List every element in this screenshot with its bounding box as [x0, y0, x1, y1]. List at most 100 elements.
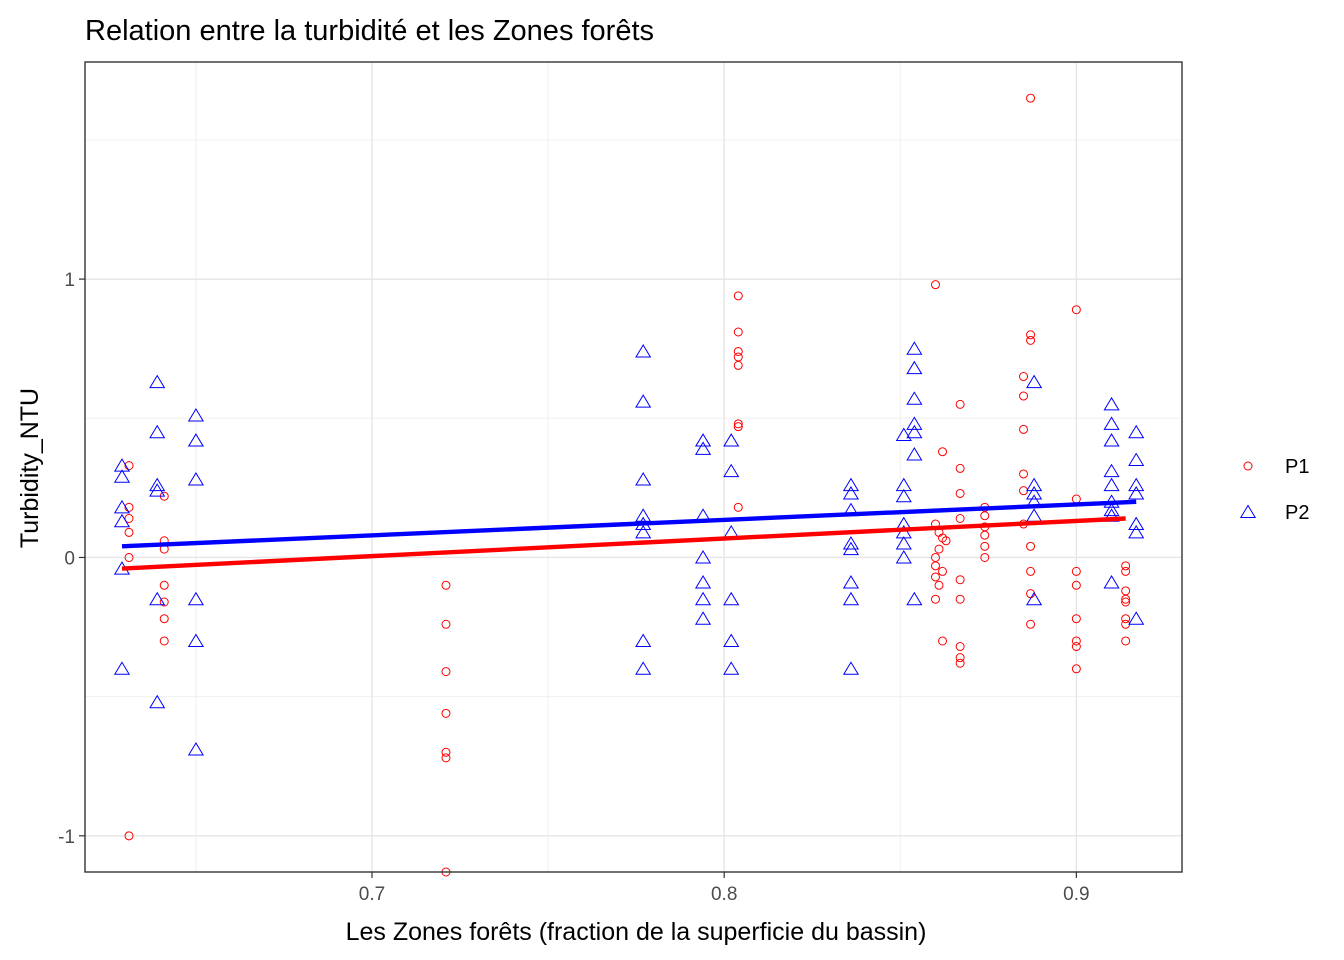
point-p1	[955, 575, 965, 585]
point-p2	[113, 513, 131, 528]
point-p1	[934, 544, 944, 554]
legend-key-p2	[1239, 504, 1257, 518]
point-p2	[635, 661, 652, 675]
legend-item-p1: P1	[1243, 456, 1309, 478]
point-p2	[1026, 477, 1043, 492]
point-p2	[635, 344, 652, 358]
point-p1	[124, 513, 134, 523]
point-p1	[441, 619, 451, 629]
point-p1	[733, 419, 743, 429]
point-p2	[149, 591, 166, 606]
point-p1	[1121, 566, 1131, 576]
point-p2	[635, 524, 652, 539]
point-p1	[930, 594, 940, 604]
point-p1	[1019, 391, 1029, 401]
point-p1	[124, 831, 134, 841]
x-axis-title: Les Zones forêts (fraction de la superfi…	[346, 918, 927, 946]
point-p2	[149, 477, 166, 492]
point-p2	[1026, 591, 1043, 606]
point-p2	[723, 633, 740, 647]
point-p1	[1121, 636, 1131, 646]
point-p1	[930, 280, 940, 290]
point-p2	[906, 341, 923, 355]
point-p2	[694, 591, 712, 606]
point-p1	[941, 536, 951, 546]
point-p1	[1071, 636, 1081, 646]
legend-label: P1	[1285, 456, 1309, 478]
y-axis-title: Turbidity_NTU	[16, 388, 44, 548]
trend-line-p2	[121, 499, 1137, 549]
point-p1	[934, 580, 944, 590]
point-p1	[1071, 642, 1081, 652]
point-p1	[441, 747, 451, 757]
point-p1	[1019, 469, 1029, 479]
point-p2	[149, 483, 166, 497]
point-p2	[694, 575, 712, 589]
point-p2	[842, 485, 860, 500]
point-p1	[955, 658, 965, 668]
point-p1	[1121, 594, 1131, 604]
point-p1	[441, 667, 451, 677]
point-p2	[635, 508, 652, 522]
point-p2	[842, 536, 860, 550]
plot-area	[84, 61, 1183, 877]
point-p2	[1026, 374, 1043, 389]
point-p1	[1026, 335, 1036, 345]
point-p1	[955, 513, 965, 523]
legend-key-p1	[1243, 461, 1253, 471]
point-p1	[1071, 614, 1081, 624]
point-p2	[187, 742, 205, 756]
point-p2	[694, 611, 712, 625]
point-p1	[1026, 330, 1036, 340]
point-p2	[723, 433, 740, 447]
point-p2	[113, 469, 131, 483]
y-axis: -1 0 1	[58, 270, 85, 848]
point-p1	[733, 422, 743, 432]
point-p1	[159, 636, 169, 646]
point-p1	[733, 327, 743, 337]
point-p2	[1128, 452, 1145, 467]
point-p2	[1103, 416, 1120, 430]
trend-line-p1	[121, 516, 1126, 571]
point-p2	[906, 416, 923, 430]
y-tick-label: 0	[64, 548, 75, 569]
trend-lines	[121, 499, 1137, 571]
point-p2	[1103, 433, 1120, 447]
point-p2	[1128, 485, 1145, 500]
y-tick-label: 1	[64, 270, 75, 291]
point-p2	[187, 633, 205, 647]
point-p1	[980, 552, 990, 562]
point-p2	[1103, 396, 1120, 411]
point-p2	[1128, 524, 1145, 539]
point-p1	[159, 580, 169, 590]
point-p1	[1121, 614, 1131, 624]
point-p1	[980, 511, 990, 521]
point-p2	[906, 447, 923, 461]
point-p2	[113, 499, 131, 514]
y-tick-label: -1	[58, 827, 75, 848]
point-p1	[441, 580, 451, 590]
point-p2	[842, 575, 860, 589]
point-p2	[895, 488, 912, 503]
point-p2	[723, 591, 740, 606]
point-p1	[938, 636, 948, 646]
point-p1	[733, 291, 743, 301]
point-p1	[124, 552, 134, 562]
point-p1	[1121, 561, 1131, 571]
point-p2	[906, 591, 923, 606]
point-p2	[149, 694, 166, 709]
point-p2	[187, 591, 205, 606]
legend-item-p2: P2	[1239, 502, 1309, 524]
point-p1	[159, 614, 169, 624]
point-p2	[1026, 485, 1043, 500]
point-p1	[733, 502, 743, 512]
point-p1	[955, 642, 965, 652]
point-p1	[1121, 597, 1131, 607]
legend-label: P2	[1285, 502, 1309, 524]
x-tick-label: 0.8	[711, 884, 737, 905]
point-p2	[694, 549, 712, 564]
point-p2	[187, 408, 205, 422]
point-p1	[1071, 305, 1081, 315]
point-p2	[1103, 502, 1120, 517]
